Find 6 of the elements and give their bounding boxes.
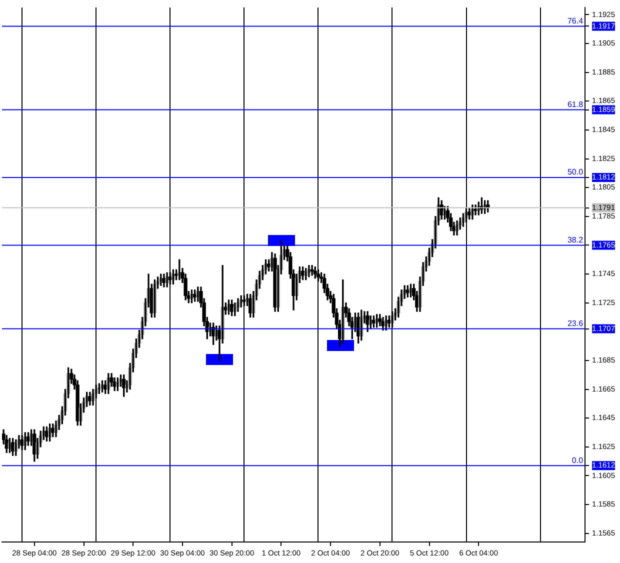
annotation: 38.2 [567, 235, 584, 244]
annotation: 50.0 [567, 168, 584, 177]
annotation: 0.0 [572, 456, 584, 465]
annotation: 76.4 [567, 16, 584, 26]
annotation: 23.6 [567, 318, 584, 328]
annotation: 61.8 [567, 100, 584, 109]
